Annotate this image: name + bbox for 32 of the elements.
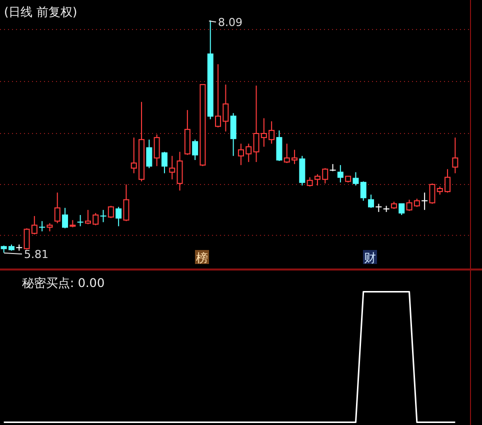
candlestick (429, 182, 436, 204)
annotation: 财 (364, 251, 376, 265)
candlestick (352, 172, 359, 186)
candlestick (452, 137, 458, 174)
candlestick (337, 164, 344, 183)
candlestick (230, 112, 236, 156)
annotation: 榜 (196, 251, 208, 265)
candlestick (123, 184, 130, 222)
candlestick (161, 151, 168, 174)
candlestick (77, 214, 84, 227)
candlestick (276, 130, 282, 162)
candlestick (368, 194, 374, 208)
candlestick (154, 134, 160, 167)
candlestick (306, 176, 313, 187)
annotation: 8.09 (218, 16, 242, 29)
candlestick (116, 206, 122, 227)
candlestick (39, 220, 46, 232)
candlestick (146, 139, 152, 169)
candlestick (176, 151, 183, 192)
candlestick (62, 207, 68, 229)
candlestick (100, 209, 106, 223)
candlestick (398, 203, 405, 216)
chart-title: 秘密买点: 0.00 (22, 276, 105, 290)
annotation: 5.81 (24, 248, 48, 261)
candlestick (299, 155, 306, 186)
text: (日线 前复权) (4, 5, 78, 19)
candlestick (108, 205, 114, 219)
candlestick (192, 139, 198, 160)
candlestick (360, 180, 366, 202)
candlestick (54, 192, 60, 224)
candlestick (169, 155, 176, 180)
candlestick (422, 192, 428, 210)
